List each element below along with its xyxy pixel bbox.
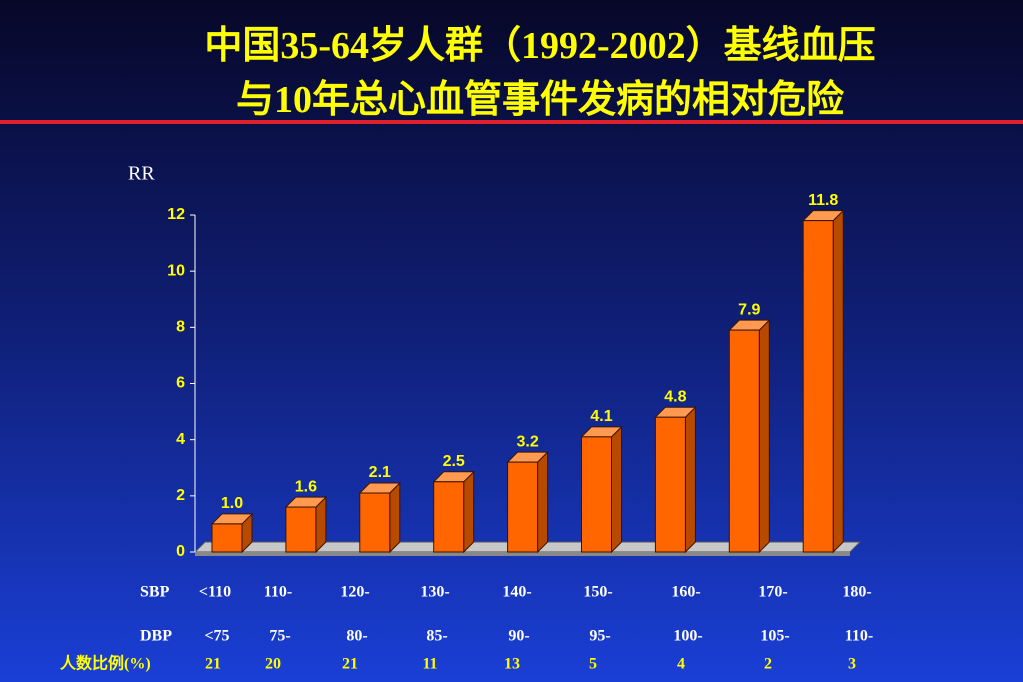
title-line: 中国35-64岁人群（1992-2002）基线血压 (204, 25, 875, 67)
value-label: 4.1 (590, 408, 612, 425)
proportion-value: 20 (265, 656, 281, 673)
bar-side (463, 470, 475, 554)
value-label: 1.6 (295, 478, 317, 495)
bar (433, 481, 465, 553)
value-label: 2.1 (369, 464, 391, 481)
bar-side (832, 209, 844, 554)
dbp-label: 85- (426, 628, 447, 645)
proportion-value: 13 (504, 656, 520, 673)
proportion-value: 21 (205, 656, 221, 673)
sbp-label: 120- (340, 584, 369, 601)
y-tick-label: 12 (167, 206, 185, 223)
bar (728, 329, 760, 553)
sbp-label: 160- (671, 584, 700, 601)
value-label: 3.2 (516, 433, 538, 450)
sbp-label: 180- (842, 584, 871, 601)
bar (654, 416, 686, 553)
y-tick-label: 4 (176, 431, 185, 448)
dbp-label: 105- (760, 628, 789, 645)
value-label: 4.8 (664, 388, 686, 405)
value-label: 11.8 (808, 192, 838, 209)
row-label: SBP (140, 584, 170, 601)
bar-side (684, 405, 696, 554)
value-label: 7.9 (738, 301, 760, 318)
bar (581, 436, 612, 553)
bar (359, 492, 391, 553)
bar-side (758, 318, 770, 554)
y-tick-label: 2 (176, 487, 185, 504)
y-axis-label: RR (128, 163, 155, 185)
proportion-value: 21 (342, 656, 358, 673)
row-label: DBP (140, 628, 172, 645)
sbp-label: 170- (758, 584, 787, 601)
sbp-label: <110 (199, 584, 231, 601)
bar-side (537, 450, 549, 554)
value-label: 1.0 (221, 495, 243, 512)
value-label: 2.5 (443, 453, 465, 470)
proportion-value: 5 (589, 656, 597, 673)
sbp-label: 130- (420, 584, 449, 601)
row-label: 人数比例(%) (60, 654, 151, 673)
dbp-label: 110- (845, 628, 873, 645)
y-tick-label: 10 (167, 262, 185, 279)
proportion-value: 4 (677, 656, 685, 673)
bar-side (611, 425, 622, 554)
proportion-value: 3 (848, 656, 856, 673)
bar (802, 220, 834, 553)
dbp-label: 90- (508, 628, 529, 645)
bar (285, 506, 317, 553)
sbp-label: 110- (264, 584, 292, 601)
dbp-label: 95- (589, 628, 610, 645)
y-tick-label: 8 (176, 319, 185, 336)
dbp-label: 75- (269, 628, 290, 645)
proportion-value: 2 (764, 656, 772, 673)
dbp-label: <75 (204, 628, 229, 645)
title-line: 与10年总心血管事件发病的相对危险 (236, 78, 845, 121)
dbp-label: 100- (673, 628, 702, 645)
dbp-label: 80- (346, 628, 367, 645)
y-tick-label: 0 (176, 543, 185, 560)
divider (0, 120, 1023, 124)
y-tick-label: 6 (176, 375, 185, 392)
floor-edge (195, 552, 850, 556)
bar-side (389, 481, 401, 554)
sbp-label: 140- (502, 584, 531, 601)
bar (211, 523, 243, 553)
bar (507, 461, 539, 553)
proportion-value: 11 (422, 656, 437, 673)
sbp-label: 150- (583, 584, 612, 601)
